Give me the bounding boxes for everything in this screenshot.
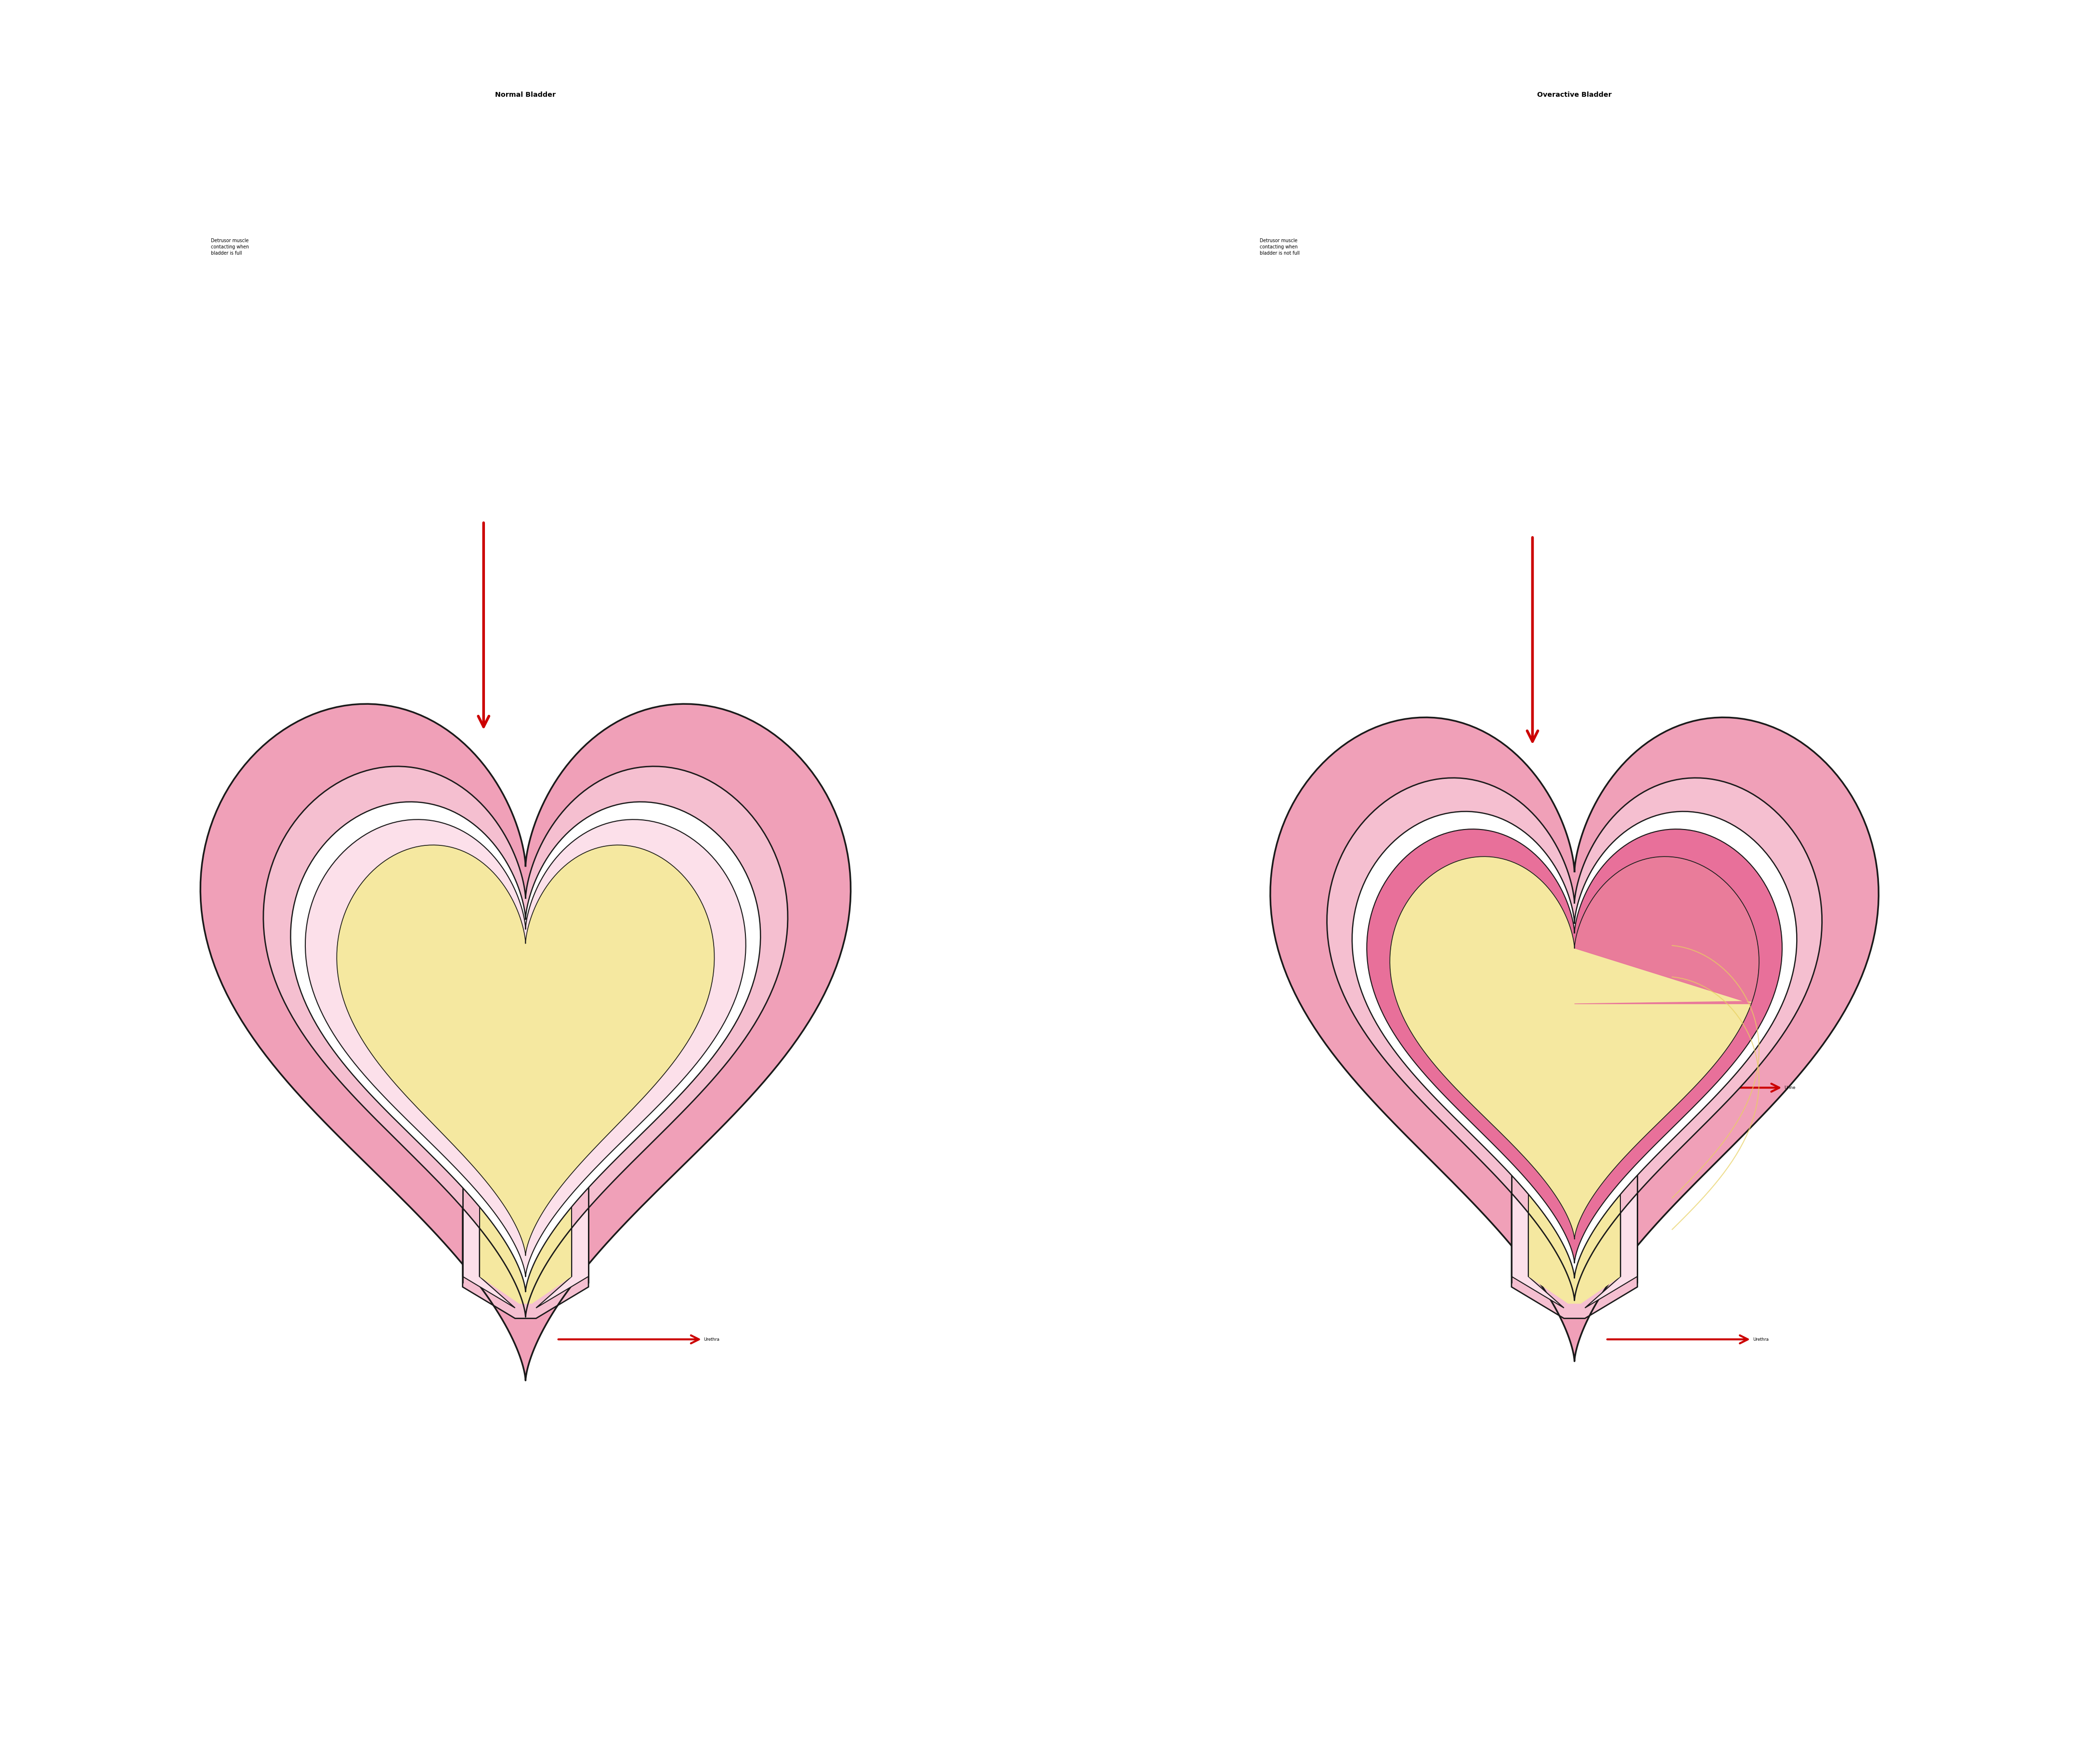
Polygon shape (1529, 1109, 1621, 1303)
Text: Detrusor muscle
contacting when
bladder is not full: Detrusor muscle contacting when bladder … (1260, 238, 1300, 255)
Text: Urine: Urine (1638, 1084, 1796, 1091)
Polygon shape (1575, 857, 1760, 1004)
Text: Urethra: Urethra (1606, 1334, 1768, 1343)
Polygon shape (479, 1109, 571, 1303)
Polygon shape (1367, 829, 1783, 1263)
Polygon shape (462, 1109, 588, 1319)
Polygon shape (1352, 812, 1798, 1279)
Polygon shape (290, 801, 760, 1293)
Polygon shape (200, 703, 851, 1380)
Polygon shape (1390, 857, 1760, 1238)
Polygon shape (1270, 717, 1880, 1361)
Polygon shape (1586, 1109, 1638, 1308)
Text: Overactive Bladder: Overactive Bladder (1537, 91, 1611, 98)
Polygon shape (536, 1109, 588, 1308)
Text: Detrusor muscle
contacting when
bladder is full: Detrusor muscle contacting when bladder … (210, 238, 250, 255)
Polygon shape (462, 1109, 514, 1308)
Polygon shape (1512, 1109, 1565, 1308)
Text: Urethra: Urethra (559, 1334, 720, 1343)
Polygon shape (262, 766, 788, 1317)
Polygon shape (304, 820, 745, 1277)
Text: Normal Bladder: Normal Bladder (496, 91, 556, 98)
Polygon shape (336, 845, 714, 1256)
Text: Urine: Urine (601, 990, 769, 997)
Polygon shape (1512, 1109, 1638, 1319)
Polygon shape (1327, 778, 1823, 1301)
